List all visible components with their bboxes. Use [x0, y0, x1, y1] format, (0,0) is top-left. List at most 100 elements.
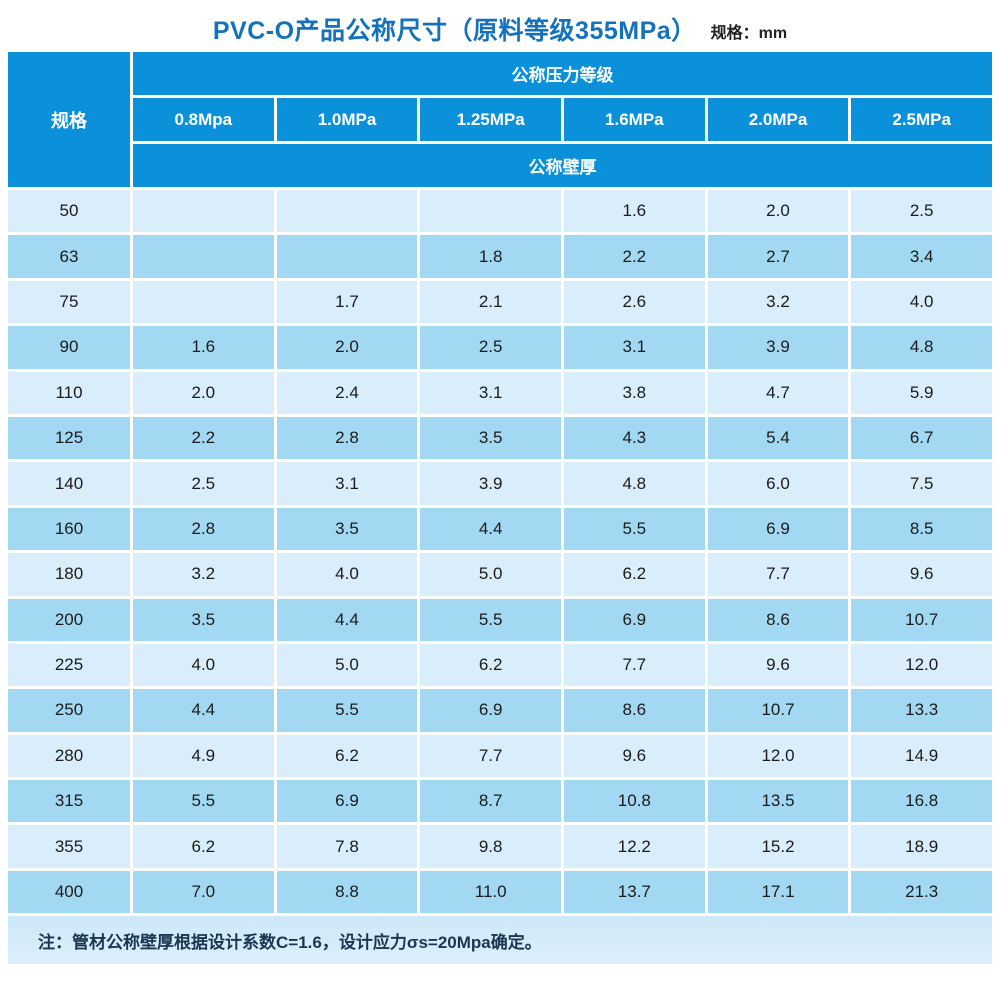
spec-cell: 140 [8, 462, 130, 505]
value-cell: 3.9 [707, 326, 849, 369]
value-cell: 8.8 [276, 870, 418, 914]
value-cell: 6.2 [133, 825, 274, 868]
value-cell: 15.2 [707, 825, 849, 868]
value-cell: 3.5 [133, 598, 274, 641]
value-cell: 7.7 [707, 553, 849, 596]
value-cell: 5.5 [276, 689, 418, 732]
value-cell: 6.9 [420, 689, 561, 732]
unit-label: 规格：mm [710, 25, 788, 42]
value-cell: 5.0 [420, 553, 561, 596]
value-cell: 6.9 [276, 780, 418, 823]
value-cell: 2.6 [564, 280, 705, 324]
value-cell: 3.2 [133, 553, 274, 596]
value-cell: 17.1 [707, 870, 849, 914]
spec-cell: 110 [8, 371, 130, 414]
value-cell: 7.7 [564, 643, 705, 687]
spec-cell: 315 [8, 780, 130, 823]
value-cell: 2.1 [420, 280, 561, 324]
value-cell [276, 235, 418, 278]
value-cell: 2.0 [707, 190, 849, 233]
value-cell: 2.0 [133, 371, 274, 414]
value-cell: 6.7 [851, 416, 992, 460]
pressure-header-2.5MPa: 2.5MPa [851, 98, 992, 141]
value-cell: 1.6 [133, 326, 274, 369]
pressure-header-1.25MPa: 1.25MPa [420, 98, 561, 141]
value-cell: 4.4 [276, 598, 418, 641]
value-cell: 2.5 [851, 190, 992, 233]
value-cell: 2.5 [420, 326, 561, 369]
page-title: PVC-O产品公称尺寸（原料等级355MPa） [212, 17, 697, 45]
value-cell: 6.0 [707, 462, 849, 505]
value-cell: 8.7 [420, 780, 561, 823]
value-cell [420, 190, 561, 233]
value-cell: 5.0 [276, 643, 418, 687]
value-cell: 8.6 [564, 689, 705, 732]
spec-cell: 63 [8, 235, 130, 278]
value-cell: 4.8 [564, 462, 705, 505]
value-cell: 2.2 [564, 235, 705, 278]
size-table: 规格 公称压力等级 公称壁厚 0.8Mpa 1.0MPa 1.25MPa 1.6MPa… [8, 52, 992, 914]
value-cell: 3.1 [276, 462, 418, 505]
value-cell: 5.5 [564, 507, 705, 551]
spec-cell: 280 [8, 734, 130, 778]
value-cell [133, 190, 274, 233]
value-cell: 1.6 [564, 190, 705, 233]
value-cell: 1.7 [276, 280, 418, 324]
value-cell: 6.2 [276, 734, 418, 778]
value-cell: 14.9 [851, 734, 992, 778]
value-cell: 5.4 [707, 416, 849, 460]
spec-cell: 180 [8, 553, 130, 596]
value-cell: 8.6 [707, 598, 849, 641]
value-cell: 5.5 [420, 598, 561, 641]
value-cell: 4.4 [133, 689, 274, 732]
value-cell: 5.9 [851, 371, 992, 414]
size-table-wrapper: 规格 公称压力等级 公称壁厚 0.8Mpa 1.0MPa 1.25MPa 1.6MPa… [8, 52, 992, 914]
value-cell: 1.8 [420, 235, 561, 278]
value-cell: 4.7 [707, 371, 849, 414]
value-cell: 2.8 [276, 416, 418, 460]
value-cell: 4.0 [851, 280, 992, 324]
spec-cell: 200 [8, 598, 130, 641]
pressure-header-1.0MPa: 1.0MPa [276, 98, 418, 141]
value-cell: 16.8 [851, 780, 992, 823]
spec-cell: 355 [8, 825, 130, 868]
spec-cell: 400 [8, 870, 130, 914]
spec-cell: 125 [8, 416, 130, 460]
pressure-header-1.6MPa: 1.6MPa [564, 98, 705, 141]
value-cell: 7.5 [851, 462, 992, 505]
value-cell [276, 190, 418, 233]
value-cell: 12.2 [564, 825, 705, 868]
footnote-band: 注：管材公称壁厚根据设计系数C=1.6，设计应力σs=20Mpa确定。 [8, 916, 992, 965]
spec-cell: 250 [8, 689, 130, 732]
value-cell: 12.0 [707, 734, 849, 778]
value-cell: 3.4 [851, 235, 992, 278]
title-bar: PVC-O产品公称尺寸（原料等级355MPa） 规格：mm [0, 0, 1000, 52]
value-cell: 4.9 [133, 734, 274, 778]
spec-cell: 75 [8, 280, 130, 324]
value-cell: 3.5 [420, 416, 561, 460]
value-cell: 7.0 [133, 870, 274, 914]
pressure-group-header: 公称压力等级 [133, 52, 992, 95]
value-cell: 13.5 [707, 780, 849, 823]
value-cell: 12.0 [851, 643, 992, 687]
value-cell: 4.0 [133, 643, 274, 687]
value-cell: 9.6 [564, 734, 705, 778]
value-cell: 2.2 [133, 416, 274, 460]
value-cell: 3.5 [276, 507, 418, 551]
value-cell: 11.0 [420, 870, 561, 914]
value-cell: 10.7 [851, 598, 992, 641]
footnote-text: 注：管材公称壁厚根据设计系数C=1.6，设计应力σs=20Mpa确定。 [38, 932, 542, 952]
value-cell [133, 280, 274, 324]
value-cell: 18.9 [851, 825, 992, 868]
pressure-header-0.8Mpa: 0.8Mpa [133, 98, 274, 141]
pressure-header-2.0MPa: 2.0MPa [707, 98, 849, 141]
value-cell: 4.0 [276, 553, 418, 596]
value-cell [133, 235, 274, 278]
spec-cell: 90 [8, 326, 130, 369]
value-cell: 2.4 [276, 371, 418, 414]
value-cell: 3.1 [564, 326, 705, 369]
value-cell: 6.9 [564, 598, 705, 641]
spec-cell: 225 [8, 643, 130, 687]
value-cell: 6.2 [564, 553, 705, 596]
value-cell: 2.5 [133, 462, 274, 505]
